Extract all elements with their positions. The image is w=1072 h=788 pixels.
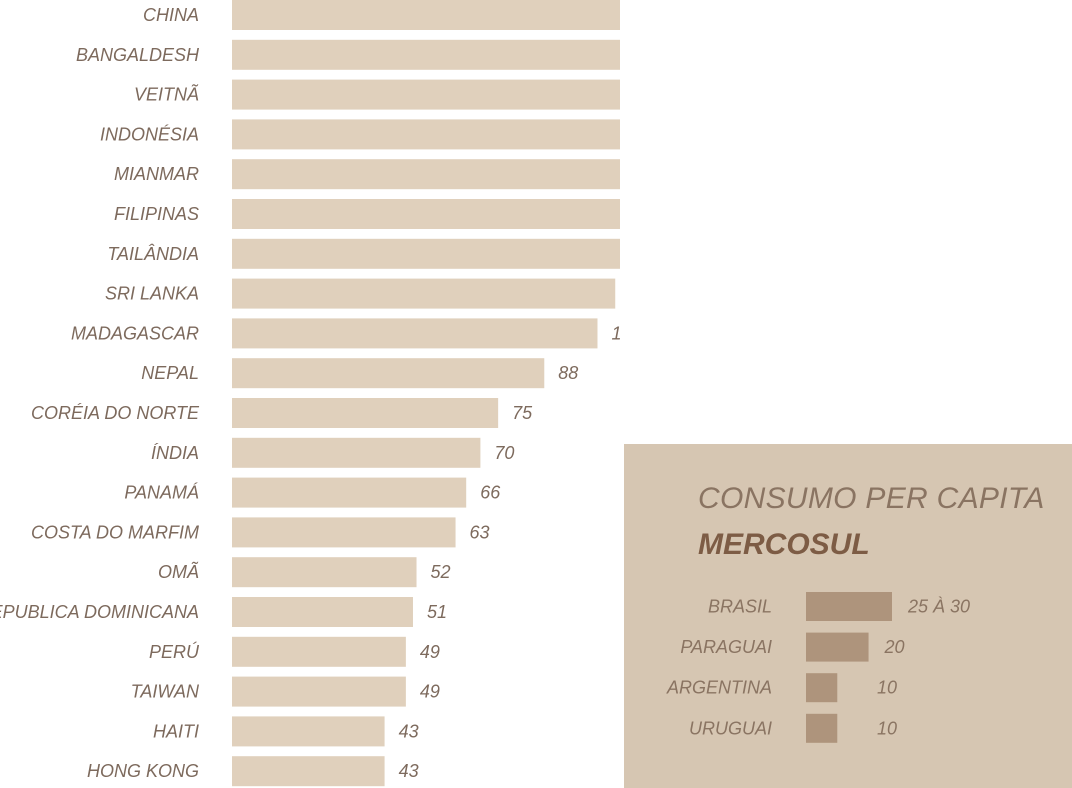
category-label-haiti: HAITI bbox=[153, 721, 199, 741]
mercosul-label-paraguai: PARAGUAI bbox=[680, 637, 772, 657]
mercosul-panel: CONSUMO PER CAPITA MERCOSUL BRASIL 25 À 3… bbox=[624, 444, 1072, 788]
bar-bangaldesh bbox=[232, 39, 620, 70]
category-label-india: ÍNDIA bbox=[151, 443, 199, 463]
value-label-peru: 49 bbox=[420, 642, 440, 662]
panel-title: CONSUMO PER CAPITA bbox=[698, 482, 1045, 515]
panel-subtitle: MERCOSUL bbox=[698, 528, 870, 561]
bar-hong-kong bbox=[232, 756, 385, 787]
bar-nepal bbox=[232, 358, 545, 389]
mercosul-value-argentina: 10 bbox=[877, 678, 897, 698]
category-label-veitna: VEITNÃ bbox=[134, 84, 199, 105]
category-label-hong-kong: HONG KONG bbox=[87, 761, 199, 781]
bar-tailandia bbox=[232, 238, 620, 269]
category-label-republica-dominicana: REPUBLICA DOMINICANA bbox=[0, 602, 199, 622]
value-label-taiwan: 49 bbox=[420, 682, 440, 702]
value-label-oma: 52 bbox=[431, 562, 451, 582]
value-label-costa-do-marfim: 63 bbox=[470, 522, 490, 542]
category-label-panama: PANAMÁ bbox=[124, 483, 199, 503]
mercosul-bar-brasil bbox=[806, 592, 892, 621]
value-label-india: 70 bbox=[494, 443, 514, 463]
category-label-tailandia: TAILÂNDIA bbox=[107, 244, 199, 264]
category-label-indonesia: INDONÉSIA bbox=[100, 124, 199, 144]
mercosul-value-paraguai: 20 bbox=[884, 637, 905, 657]
bar-veitna bbox=[232, 79, 620, 110]
category-label-coreia-do-norte: CORÉIA DO NORTE bbox=[31, 403, 200, 423]
mercosul-bar-paraguai bbox=[806, 632, 869, 662]
mercosul-label-argentina: ARGENTINA bbox=[666, 678, 772, 698]
category-label-sri-lanka: SRI LANKA bbox=[105, 284, 199, 304]
category-label-bangaldesh: BANGALDESH bbox=[76, 45, 200, 65]
bar-peru bbox=[232, 636, 406, 667]
mercosul-label-uruguai: URUGUAI bbox=[689, 718, 772, 738]
category-label-madagascar: MADAGASCAR bbox=[71, 323, 199, 343]
value-label-hong-kong: 43 bbox=[399, 761, 419, 781]
mercosul-bar-argentina bbox=[806, 673, 838, 703]
category-label-mianmar: MIANMAR bbox=[114, 164, 199, 184]
value-label-madagascar: 103 bbox=[612, 323, 621, 343]
category-label-china: CHINA bbox=[143, 5, 199, 25]
bar-filipinas bbox=[232, 199, 620, 229]
mercosul-value-uruguai: 10 bbox=[877, 718, 897, 738]
category-label-costa-do-marfim: COSTA DO MARFIM bbox=[31, 522, 199, 542]
main-bar-chart: CHINA206BANGALDESH172VEITNÃ142INDONÉSIA1… bbox=[0, 0, 621, 787]
value-label-panama: 66 bbox=[480, 483, 501, 503]
bar-madagascar bbox=[232, 318, 598, 349]
mercosul-bar-chart: BRASIL 25 À 30 PARAGUAI 20 ARGENTINA 10 URUGUA… bbox=[666, 592, 970, 743]
mercosul-bar-uruguai bbox=[806, 713, 838, 743]
bar-republica-dominicana bbox=[232, 597, 413, 627]
bar-coreia-do-norte bbox=[232, 398, 499, 428]
mercosul-value-brasil: 25 À 30 bbox=[907, 597, 970, 617]
bar-india bbox=[232, 437, 481, 468]
bar-costa-do-marfim bbox=[232, 517, 456, 548]
category-label-nepal: NEPAL bbox=[141, 363, 199, 383]
mercosul-label-brasil: BRASIL bbox=[708, 597, 772, 617]
value-label-republica-dominicana: 51 bbox=[427, 602, 447, 622]
bar-sri-lanka bbox=[232, 278, 616, 309]
category-label-taiwan: TAIWAN bbox=[131, 682, 200, 702]
category-label-peru: PERÚ bbox=[149, 641, 200, 662]
bar-panama bbox=[232, 477, 467, 508]
value-label-nepal: 88 bbox=[558, 363, 578, 383]
category-label-oma: OMÃ bbox=[158, 561, 199, 582]
bar-haiti bbox=[232, 716, 385, 747]
value-label-haiti: 43 bbox=[399, 721, 419, 741]
bar-indonesia bbox=[232, 119, 620, 150]
bar-mianmar bbox=[232, 159, 620, 190]
bar-china bbox=[232, 0, 620, 30]
value-label-coreia-do-norte: 75 bbox=[512, 403, 533, 423]
bar-oma bbox=[232, 557, 417, 588]
bar-taiwan bbox=[232, 676, 406, 707]
category-label-filipinas: FILIPINAS bbox=[114, 204, 199, 224]
